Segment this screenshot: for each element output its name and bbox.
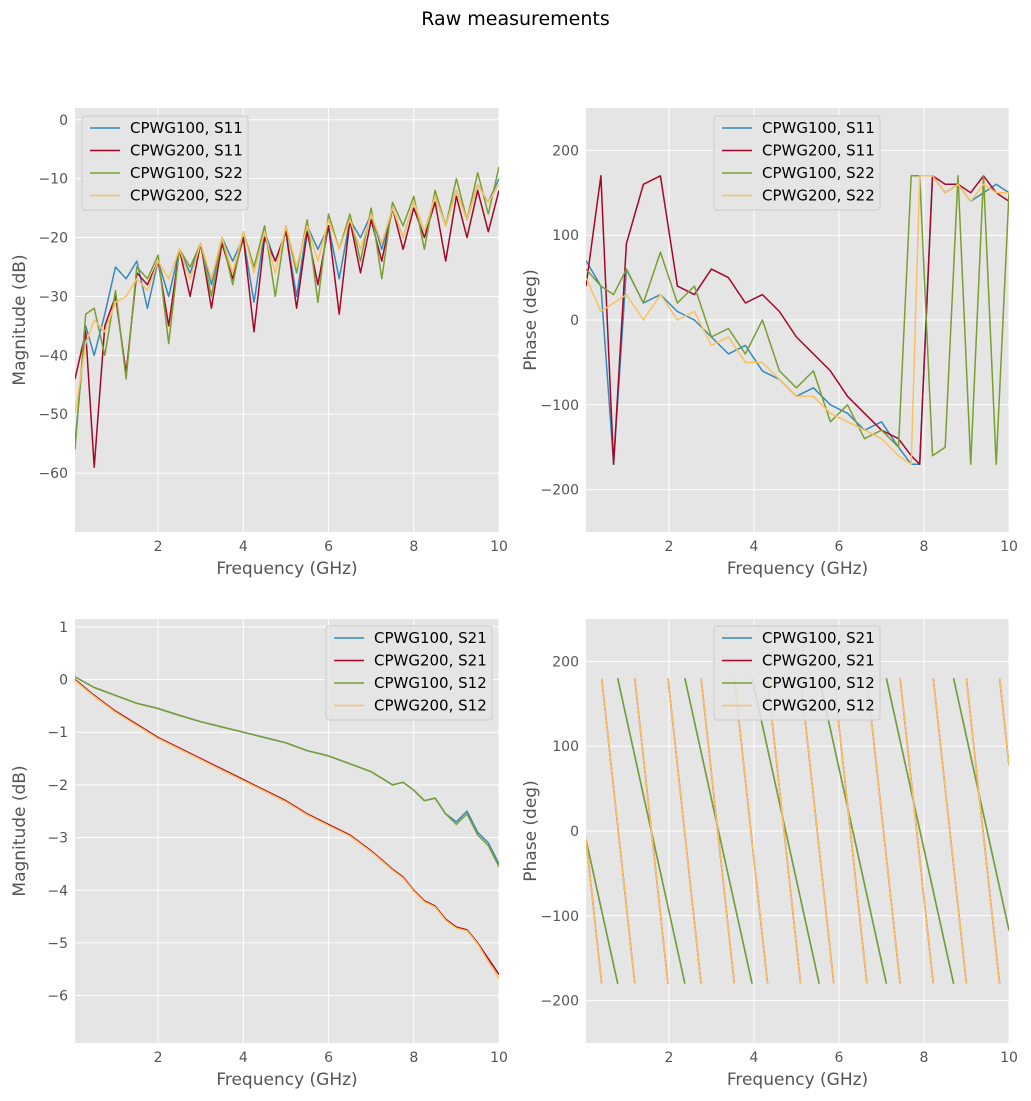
legend-label: CPWG200, S22 [762, 187, 875, 205]
series-line-3 [75, 676, 499, 867]
y-tick-label: −30 [38, 289, 68, 305]
y-axis-label: Magnitude (dB) [10, 765, 30, 896]
series-lines [75, 676, 499, 980]
y-tick-label: −200 [541, 483, 579, 499]
y-tick-label: −50 [38, 407, 68, 423]
x-tick-label: 4 [239, 1050, 248, 1066]
y-tick-label: −5 [47, 936, 68, 952]
legend-label: CPWG200, S12 [374, 697, 487, 715]
subplot-2: 2 4 6 8 10 200 100 0 −100 −200 Frequency (GHz) Phas… [521, 108, 1018, 579]
x-tick-label: 6 [834, 1050, 843, 1066]
series-line-3 [586, 175, 1009, 465]
legend-label: CPWG100, S21 [762, 629, 875, 647]
legend-label: CPWG100, S21 [374, 629, 487, 647]
x-axis-label: Frequency (GHz) [216, 559, 357, 579]
y-tick-label: −20 [38, 231, 68, 247]
y-tick-label: 0 [570, 824, 579, 840]
y-tick-label: −100 [541, 398, 579, 414]
x-tick-label: 4 [239, 539, 248, 555]
x-tick-label: 6 [324, 539, 333, 555]
x-axis-label: Frequency (GHz) [216, 1070, 357, 1090]
y-tick-label: 1 [59, 620, 68, 636]
legend-label: CPWG100, S11 [130, 119, 243, 137]
legend: CPWG100, S21 CPWG200, S21 CPWG100, S12 CPWG… [325, 625, 493, 721]
series-line-4 [75, 183, 499, 415]
y-tick-label: 0 [570, 313, 579, 329]
y-tick-label: −4 [47, 883, 68, 899]
legend-label: CPWG100, S12 [762, 674, 875, 692]
y-tick-label: −2 [47, 778, 68, 794]
legend-box [713, 115, 881, 211]
y-tick-label: −60 [38, 466, 68, 482]
y-tick-label: −10 [38, 172, 68, 188]
legend-box [713, 625, 881, 721]
series-lines [586, 678, 1009, 984]
x-tick-label: 2 [154, 1050, 163, 1066]
y-tick-label: −200 [541, 994, 579, 1010]
x-axis-label: Frequency (GHz) [727, 1070, 868, 1090]
subplot-1: 2 4 6 8 10 0 −10 −20 −30 −40 −50 −60 Frequency (GHz)… [10, 108, 508, 579]
y-tick-label: −3 [47, 831, 68, 847]
x-tick-label: 10 [490, 539, 508, 555]
y-tick-label: 200 [552, 654, 579, 670]
y-tick-label: −1 [47, 725, 68, 741]
series-lines [586, 175, 1009, 465]
y-tick-label: 100 [552, 228, 579, 244]
x-tick-label: 2 [664, 1050, 673, 1066]
legend: CPWG100, S11 CPWG200, S11 CPWG100, S22 CPWG… [81, 115, 249, 211]
x-tick-label: 2 [664, 539, 673, 555]
x-tick-label: 6 [324, 1050, 333, 1066]
subplot-4: 2 4 6 8 10 200 100 0 −100 −200 Frequency (GHz) Phas… [521, 619, 1018, 1090]
legend-label: CPWG200, S11 [762, 142, 875, 160]
legend: CPWG100, S21 CPWG200, S21 CPWG100, S12 CPWG… [713, 625, 881, 721]
legend-label: CPWG100, S12 [374, 674, 487, 692]
x-tick-label: 8 [920, 1050, 929, 1066]
legend-label: CPWG100, S22 [762, 164, 875, 182]
series-line-4 [586, 175, 1009, 465]
x-tick-label: 10 [1000, 1050, 1018, 1066]
series-line-2 [586, 175, 1009, 465]
series-line-4 [586, 678, 1009, 984]
x-tick-label: 4 [749, 539, 758, 555]
x-tick-label: 4 [749, 1050, 758, 1066]
figure-title: Raw measurements [421, 8, 610, 30]
y-tick-label: 0 [59, 673, 68, 689]
y-tick-label: 0 [59, 113, 68, 129]
y-axis-label: Phase (deg) [521, 269, 541, 370]
y-axis-label: Magnitude (dB) [10, 254, 30, 385]
series-lines [75, 166, 499, 468]
x-tick-label: 6 [834, 539, 843, 555]
legend-label: CPWG200, S22 [130, 187, 243, 205]
y-tick-label: −100 [541, 909, 579, 925]
series-line-4 [75, 680, 499, 980]
legend-box [325, 625, 493, 721]
legend-label: CPWG200, S21 [374, 652, 487, 670]
y-tick-label: 200 [552, 143, 579, 159]
x-tick-label: 10 [490, 1050, 508, 1066]
y-tick-label: −6 [47, 989, 68, 1005]
legend-label: CPWG100, S22 [130, 164, 243, 182]
y-tick-label: −40 [38, 348, 68, 364]
x-tick-label: 8 [409, 1050, 418, 1066]
legend-label: CPWG200, S11 [130, 142, 243, 160]
x-tick-label: 2 [154, 539, 163, 555]
y-tick-label: 100 [552, 739, 579, 755]
x-tick-label: 8 [920, 539, 929, 555]
legend-label: CPWG200, S12 [762, 697, 875, 715]
legend-label: CPWG200, S21 [762, 652, 875, 670]
series-line-2 [75, 679, 499, 975]
x-tick-label: 8 [409, 539, 418, 555]
y-axis-label: Phase (deg) [521, 780, 541, 881]
x-tick-label: 10 [1000, 539, 1018, 555]
legend: CPWG100, S11 CPWG200, S11 CPWG100, S22 CPWG… [713, 115, 881, 211]
legend-label: CPWG100, S11 [762, 119, 875, 137]
legend-box [81, 115, 249, 211]
x-axis-label: Frequency (GHz) [727, 559, 868, 579]
